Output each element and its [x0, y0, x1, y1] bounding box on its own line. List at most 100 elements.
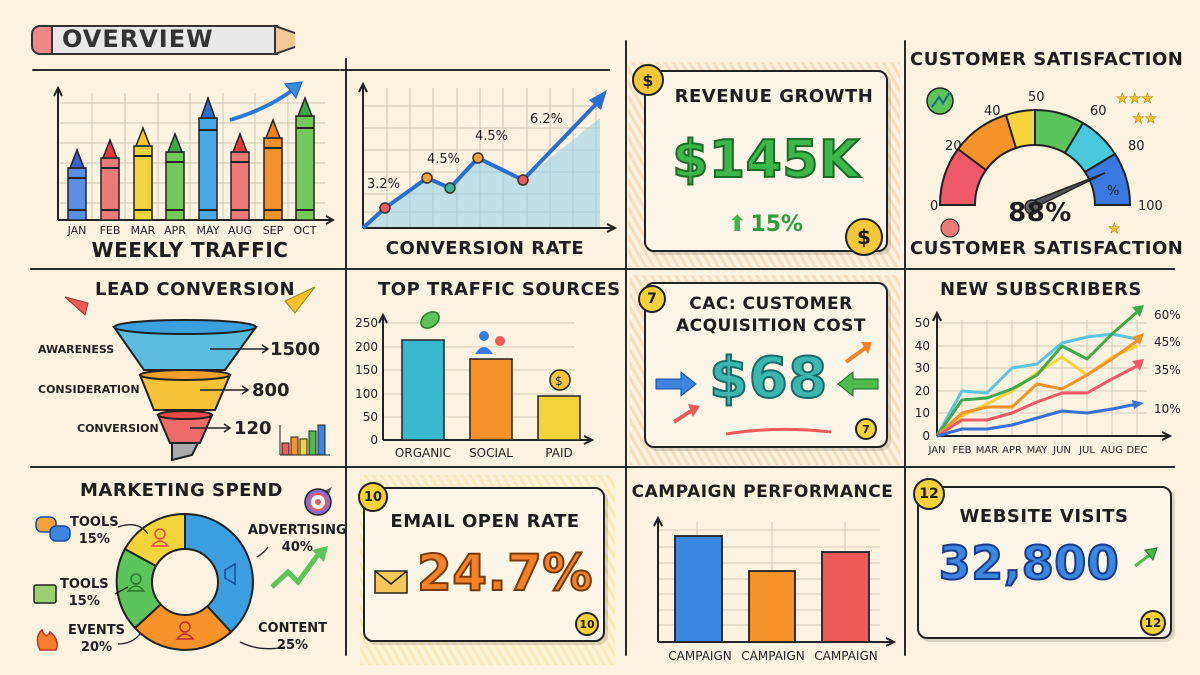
- svg-text:ORGANIC: ORGANIC: [395, 446, 451, 460]
- grid-divider: [340, 69, 610, 71]
- svg-text:APR: APR: [1002, 445, 1022, 456]
- campaign-performance-chart: CAMPAIGN CAMPAIGN CAMPAIGN: [653, 515, 897, 663]
- customer-satisfaction-title: CUSTOMER SATISFACTION: [910, 49, 1184, 70]
- svg-text:CAMPAIGN: CAMPAIGN: [814, 649, 877, 663]
- svg-text:★★: ★★: [1132, 111, 1157, 127]
- svg-text:PAID: PAID: [545, 446, 572, 460]
- cac-value: $68: [708, 345, 828, 412]
- svg-text:120: 120: [234, 418, 272, 439]
- svg-text:80: 80: [1128, 139, 1145, 154]
- svg-text:CONSIDERATION: CONSIDERATION: [38, 383, 140, 396]
- website-visits-card: WEBSITE VISITS 32,800: [917, 486, 1172, 639]
- website-visits-value: 32,800: [938, 535, 1120, 591]
- svg-text:DEC: DEC: [1126, 445, 1147, 456]
- top-traffic-sources-title: TOP TRAFFIC SOURCES: [378, 279, 621, 300]
- cac-title-line2: ACQUISITION COST: [675, 316, 867, 336]
- svg-text:10%: 10%: [1154, 402, 1181, 416]
- svg-text:45%: 45%: [1154, 335, 1181, 349]
- svg-text:50: 50: [1028, 90, 1045, 105]
- email-open-rate-card: EMAIL OPEN RATE 24.7%: [363, 487, 605, 642]
- weekly-traffic-title: WEEKLY TRAFFIC: [91, 238, 289, 262]
- svg-text:AUG: AUG: [228, 224, 252, 237]
- revenue-change-value: 15%: [750, 212, 804, 237]
- svg-text:$: $: [555, 374, 563, 388]
- cac-badge: 7: [638, 285, 666, 313]
- website-visits-title: WEBSITE VISITS: [959, 506, 1129, 527]
- svg-text:40: 40: [984, 104, 1001, 119]
- dollar-coin-icon: $: [845, 218, 883, 256]
- marketing-spend-donut: [33, 487, 332, 651]
- weekly-traffic-chart: JAN FEB MAR APR MAY AUG SEP OCT: [53, 81, 336, 237]
- svg-text:JAN: JAN: [67, 224, 87, 237]
- svg-text:AWARENESS: AWARENESS: [38, 343, 114, 356]
- svg-text:30: 30: [915, 361, 930, 375]
- revenue-change: ⬆ 15%: [728, 212, 803, 237]
- email-open-rate-title: EMAIL OPEN RATE: [390, 511, 580, 532]
- svg-text:JAN: JAN: [927, 445, 945, 456]
- trend-up-icon: [1134, 547, 1158, 568]
- website-visits-badge-small: 12: [1140, 610, 1166, 636]
- svg-text:MAY: MAY: [197, 224, 220, 237]
- svg-text:50: 50: [363, 410, 378, 424]
- new-subscribers-chart: 50 40 30 20 10 0 60% 45% 35% 10% JAN FEB MAR APR…: [915, 305, 1181, 456]
- svg-text:6.2%: 6.2%: [530, 112, 563, 127]
- svg-text:MAR: MAR: [976, 445, 998, 456]
- conversion-rate-chart: 3.2% 4.5% 4.5% 6.2%: [358, 81, 618, 233]
- svg-text:3.2%: 3.2%: [367, 177, 400, 192]
- grid-divider: [625, 40, 627, 656]
- spend-label-tools-1: TOOLS 15%: [70, 515, 119, 547]
- grid-divider: [30, 268, 1175, 270]
- svg-text:0: 0: [370, 433, 378, 447]
- spend-label-advertising: ADVERTISING 40%: [248, 523, 347, 555]
- grid-divider: [32, 69, 340, 71]
- revenue-growth-title: REVENUE GROWTH: [674, 86, 874, 107]
- campaign-performance-title: CAMPAIGN PERFORMANCE: [631, 482, 894, 502]
- marketing-spend-title: MARKETING SPEND: [80, 480, 283, 501]
- svg-text:4.5%: 4.5%: [475, 129, 508, 144]
- grid-divider: [345, 58, 347, 656]
- grid-divider: [904, 40, 906, 656]
- grid-divider: [30, 466, 1175, 468]
- svg-text:JUL: JUL: [1078, 445, 1095, 456]
- svg-text:35%: 35%: [1154, 363, 1181, 377]
- svg-text:SEP: SEP: [263, 224, 284, 237]
- svg-text:150: 150: [355, 363, 378, 377]
- header-pencil: [30, 22, 319, 58]
- svg-text:200: 200: [355, 340, 378, 354]
- spend-label-events: EVENTS 20%: [68, 623, 125, 655]
- cac-badge-small: 7: [855, 418, 877, 440]
- cac-arrows: [655, 342, 879, 436]
- svg-text:CAMPAIGN: CAMPAIGN: [741, 649, 804, 663]
- top-traffic-sources-chart: 250 200 150 100 50 0 $ ORGANIC SOCIAL PAID: [355, 311, 595, 460]
- svg-text:250: 250: [355, 316, 378, 330]
- email-badge: 10: [358, 482, 388, 512]
- weekly-traffic-panel: JAN FEB MAR APR MAY AUG SEP OCT WEEKLY TRAFFI…: [40, 78, 340, 268]
- top-traffic-sources-panel: TOP TRAFFIC SOURCES 250 200 150 100 50 0 $ O…: [350, 275, 620, 465]
- svg-text:APR: APR: [164, 224, 186, 237]
- marketing-spend-panel: MARKETING SPEND TOOLS 15%: [20, 472, 347, 667]
- conversion-rate-title: CONVERSION RATE: [385, 238, 585, 259]
- svg-text:1500: 1500: [270, 339, 320, 360]
- svg-text:MAR: MAR: [131, 224, 156, 237]
- page-title: OVERVIEW: [62, 25, 214, 53]
- svg-text:20: 20: [945, 139, 962, 154]
- cac-title-line1: CAC: CUSTOMER: [689, 294, 853, 314]
- svg-text:MAY: MAY: [1027, 445, 1049, 456]
- svg-text:FEB: FEB: [953, 445, 972, 456]
- lead-conversion-panel: LEAD CONVERSION AWARENESS CONSIDERATION CO…: [30, 275, 340, 465]
- email-badge-small: 10: [575, 612, 599, 636]
- svg-text:AUG: AUG: [1101, 445, 1123, 456]
- svg-text:%: %: [1107, 184, 1119, 199]
- svg-text:10: 10: [915, 406, 930, 420]
- svg-text:★: ★: [1108, 221, 1121, 237]
- website-visits-badge: 12: [913, 478, 945, 510]
- spend-label-content: CONTENT 25%: [258, 621, 327, 653]
- customer-satisfaction-panel: CUSTOMER SATISFACTION % 0 20 40 50 60 80 100…: [910, 45, 1195, 265]
- svg-text:0: 0: [930, 199, 938, 214]
- satisfaction-subtitle: CUSTOMER SATISFACTION: [910, 238, 1184, 259]
- spend-label-tools-2: TOOLS 15%: [60, 577, 109, 609]
- svg-text:60%: 60%: [1154, 308, 1181, 322]
- svg-text:★★★: ★★★: [1116, 91, 1154, 107]
- cac-card: CAC: CUSTOMER ACQUISITION COST $68: [644, 282, 888, 448]
